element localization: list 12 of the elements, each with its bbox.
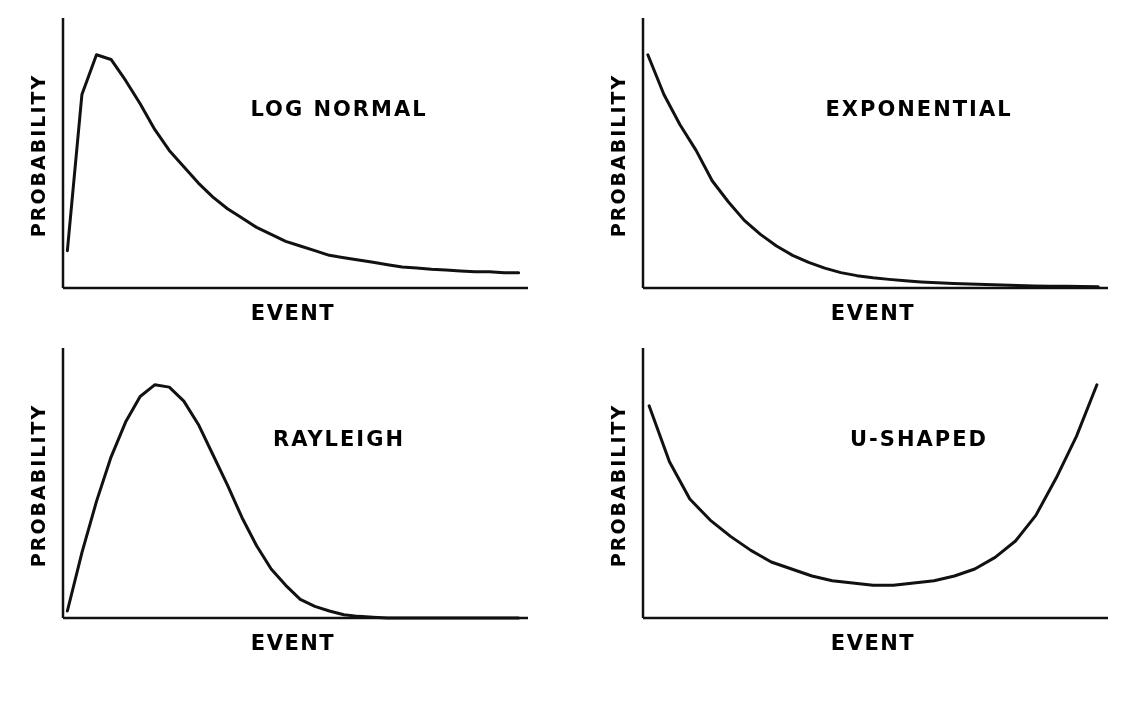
text: LOG NORMAL (250, 96, 428, 121)
x-axis-title: EVENT (830, 631, 916, 655)
y-axis-title: PROBABILITY (607, 403, 629, 568)
text: U-SHAPED (850, 426, 988, 451)
x-axis-title: EVENT (830, 301, 916, 325)
y-axis-title: PROBABILITY (607, 73, 629, 238)
y-axis-title: PROBABILITY (27, 403, 49, 568)
text: RAYLEIGH (273, 426, 405, 451)
x-axis-title: EVENT (250, 631, 336, 655)
x-axis-title: EVENT (250, 301, 336, 325)
y-axis-title: PROBABILITY (27, 73, 49, 238)
text: EXPONENTIAL (825, 96, 1013, 121)
